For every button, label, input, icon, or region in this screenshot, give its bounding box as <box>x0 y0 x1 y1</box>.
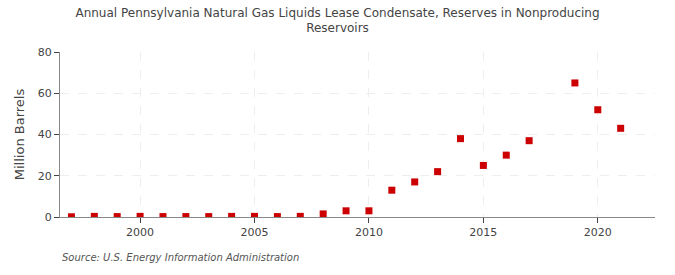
svg-text:2020: 2020 <box>584 226 612 239</box>
svg-text:2000: 2000 <box>126 226 154 239</box>
svg-text:Million Barrels: Million Barrels <box>12 89 27 181</box>
svg-text:80: 80 <box>38 46 52 59</box>
svg-text:40: 40 <box>38 128 52 141</box>
svg-text:60: 60 <box>38 87 52 100</box>
svg-text:0: 0 <box>45 211 52 224</box>
svg-text:2015: 2015 <box>469 226 497 239</box>
svg-text:2005: 2005 <box>241 226 269 239</box>
svg-text:Source: U.S. Energy Informatio: Source: U.S. Energy Information Administ… <box>62 252 299 263</box>
svg-text:2010: 2010 <box>355 226 383 239</box>
svg-text:Annual Pennsylvania Natural Ga: Annual Pennsylvania Natural Gas Liquids … <box>75 6 599 36</box>
svg-text:20: 20 <box>38 170 52 183</box>
